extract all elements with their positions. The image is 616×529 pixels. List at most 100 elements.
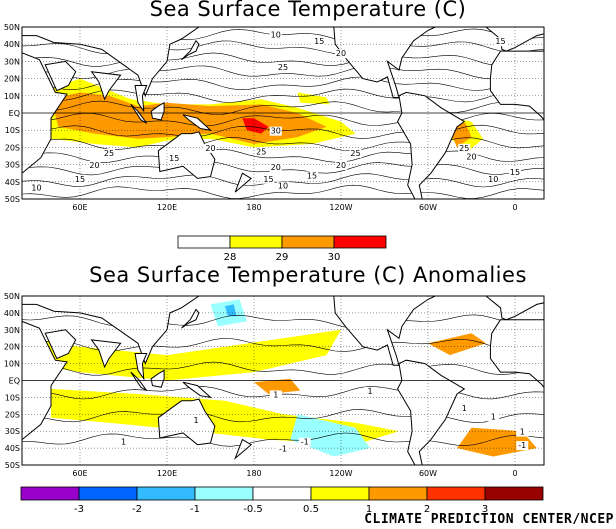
map1-lat-label: 30N: [4, 57, 20, 66]
map2-land-arabia: [44, 329, 77, 360]
map2-land-northAmerica: [333, 295, 436, 366]
map1-contour-label: 10: [271, 30, 281, 39]
map1-colorbar-tick: 29: [276, 252, 289, 263]
map2-lon-label: 60E: [72, 469, 87, 478]
map1-lat-label: 40S: [5, 178, 20, 187]
map2-land-japan: [181, 308, 200, 329]
map1-lat-label: 40N: [4, 40, 20, 49]
map2-lon-label: 120W: [329, 469, 352, 478]
map1-land-borneo: [150, 101, 165, 121]
map1-contour-label-bg: [255, 147, 268, 157]
map2-land-southAmerica: [397, 359, 466, 466]
map2-lon-label: 180: [246, 469, 261, 478]
map2-lat-label: 10N: [4, 360, 20, 369]
map1-frame: [21, 26, 545, 200]
map2-panel: 50N 40N 30N 20N 10N EQ 10S 20S 30S 40S 50S 60E 120E 1…: [4, 292, 545, 478]
warm-pool-red-shade: [242, 118, 269, 134]
map2-contour-label: 1: [367, 387, 372, 396]
map1-contour-label: 15: [263, 175, 273, 184]
map2-colorbar-swatch: [136, 486, 196, 501]
map2-contour-label-bg: [298, 437, 311, 447]
map1-contour-line: [21, 100, 545, 115]
map1-lat-label: 50N: [4, 23, 20, 32]
map1-contour-label-bg: [277, 181, 289, 191]
map1-lat-label: EQ: [9, 109, 20, 118]
map1-colorbar: 28 29 30: [177, 235, 387, 263]
anomaly-yellow-shade-north: [29, 329, 342, 381]
map1-colorbar-swatch: [333, 235, 387, 249]
map2-contour-label: -1: [518, 441, 526, 450]
map1-lon-label: 120E: [157, 203, 177, 212]
map2-contour-label-bg: [487, 412, 500, 422]
map1-contour-label-bg: [494, 37, 507, 47]
map1-contour-label-bg: [88, 161, 101, 171]
map2-land-borneo: [150, 369, 165, 388]
map1-contour-label: 15: [314, 37, 324, 46]
map2-colorbar-tick: -2: [132, 504, 142, 515]
map1-contour-label-bg: [306, 171, 318, 181]
map2-colorbar-tick: 0.5: [303, 504, 319, 515]
map1-contour-label: 10: [278, 182, 288, 191]
map1-contour-label: 25: [350, 149, 360, 158]
map2-contour-label-bg: [269, 390, 282, 400]
map2-colorbar-tick: -0.5: [243, 504, 263, 515]
map2-colorbar-swatch: [368, 486, 428, 501]
map1-contour-label: 20: [336, 49, 346, 58]
map1-contour-line: [21, 161, 544, 176]
map2-frame: [21, 295, 545, 466]
map2-contour-label: 1: [193, 416, 198, 425]
map1-contour-label-bg: [269, 30, 282, 40]
map1-colorbar-swatch: [229, 235, 283, 249]
map2-lat-label: 20N: [4, 343, 20, 352]
map1-contour-label: 20: [205, 144, 215, 153]
map1-contour-label: 10: [31, 183, 41, 192]
map1-land-nz: [234, 172, 252, 193]
map1-contour-label: 15: [169, 154, 179, 163]
map1-contour-label: 20: [336, 161, 346, 170]
map2-contour-line: [22, 432, 545, 447]
map1-lat-label: 10S: [5, 126, 20, 135]
map2-title: Sea Surface Temperature (C) Anomalies: [89, 263, 527, 287]
map1-contour-label-bg: [458, 143, 471, 153]
map1-contour-label-bg: [465, 152, 478, 162]
map1-land-northAmerica: [333, 26, 436, 98]
map1-contour-label: 25: [104, 149, 114, 158]
map2-colorbar-swatch: [426, 486, 486, 501]
map2-contour-label-bg: [190, 415, 202, 425]
map1-contour-label-bg: [103, 149, 115, 158]
map2-contour-label-bg: [516, 427, 529, 437]
map2-contour-label: 1: [491, 412, 496, 421]
map1-panel: 50N 40N 30N 20N 10N EQ 10S 20S 30S 40S 50S 60E 120E 1…: [4, 23, 545, 212]
map1-contour-label-bg: [269, 162, 282, 172]
map1-contour-label-bg: [335, 49, 347, 59]
map2-lat-label: 40S: [5, 444, 20, 453]
map1-contour-label-bg: [269, 126, 282, 136]
map1-colorbar-tick: 28: [224, 252, 237, 263]
map2-colorbar: -3 -2 -1 -0.5 0.5 1 2 3: [20, 486, 544, 515]
map1-contour-label-bg: [509, 167, 521, 177]
map2-lon-label: 0: [512, 469, 517, 478]
map2-colorbar-swatch: [20, 486, 80, 501]
map1-contour-label-bg: [313, 37, 326, 47]
map2-lat-label: 40N: [4, 309, 20, 318]
north-pacific-yellow-shade: [297, 92, 330, 105]
map2-contour-label-bg: [277, 444, 289, 454]
map1-lat-label: 30S: [5, 161, 20, 170]
map1-lon-label: 0: [512, 203, 517, 212]
map2-lat-label: 30N: [4, 326, 20, 335]
map1-contour-label-bg: [74, 174, 86, 184]
map1-contour-label-bg: [262, 174, 275, 184]
map2-colorbar-tick: -3: [74, 504, 84, 515]
map1-lon-label: 120W: [329, 203, 352, 212]
map1-land-arabia: [44, 60, 77, 92]
map2-colorbar-swatch: [194, 486, 254, 501]
map2-land-sumatra: [130, 371, 148, 392]
map1-contour-line: [21, 124, 545, 139]
map2-contour-label-bg: [458, 403, 471, 413]
map2-contour-label-bg: [516, 441, 529, 451]
map2-lat-label: 50S: [5, 461, 20, 470]
map2-colorbar-tick: -1: [190, 504, 200, 515]
map1-colorbar-tick: 30: [328, 252, 341, 263]
map2-contour-label-bg: [364, 387, 376, 397]
